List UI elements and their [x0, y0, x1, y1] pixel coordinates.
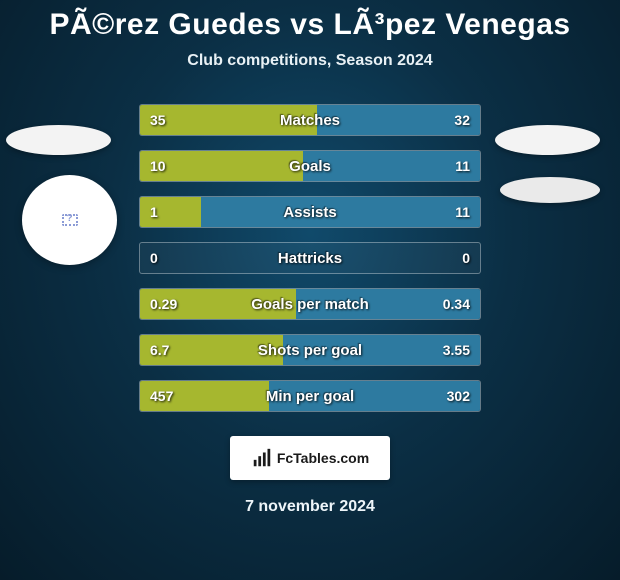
- stat-value-left: 1: [140, 197, 168, 227]
- stat-value-left: 0: [140, 243, 168, 273]
- stat-value-right: 11: [445, 197, 480, 227]
- stat-row: 35 32 Matches: [139, 104, 481, 136]
- stat-value-right: 0: [452, 243, 480, 273]
- stat-value-right: 0.34: [433, 289, 480, 319]
- stat-label: Min per goal: [266, 381, 354, 411]
- subtitle: Club competitions, Season 2024: [0, 52, 620, 70]
- stat-label: Goals: [289, 151, 331, 181]
- stat-value-right: 32: [444, 105, 480, 135]
- stat-row: 0 0 Hattricks: [139, 242, 481, 274]
- page-title: PÃ©rez Guedes vs LÃ³pez Venegas: [0, 0, 620, 42]
- stat-value-left: 10: [140, 151, 176, 181]
- stat-label: Matches: [280, 105, 340, 135]
- stat-row: 111Assists: [139, 196, 481, 228]
- stat-value-left: 6.7: [140, 335, 179, 365]
- stat-row: 10 11 Goals: [139, 150, 481, 182]
- stat-value-left: 35: [140, 105, 176, 135]
- stat-row: 6.7 3.55 Shots per goal: [139, 334, 481, 366]
- stats-container: 3532Matches1011Goals111Assists00Hattrick…: [0, 104, 620, 516]
- stat-value-right: 11: [445, 151, 480, 181]
- stat-label: Shots per goal: [258, 335, 362, 365]
- stat-label: Assists: [283, 197, 336, 227]
- brand-text: FcTables.com: [277, 450, 369, 466]
- stat-bar-right: [201, 197, 480, 227]
- stat-row: 0.29 0.34 Goals per match: [139, 288, 481, 320]
- stat-value-right: 302: [437, 381, 480, 411]
- stat-value-left: 457: [140, 381, 183, 411]
- chart-icon: [251, 447, 273, 469]
- stats-rows: 3532Matches1011Goals111Assists00Hattrick…: [139, 104, 481, 412]
- brand-badge: FcTables.com: [230, 436, 390, 480]
- stat-label: Goals per match: [251, 289, 369, 319]
- date-label: 7 november 2024: [0, 498, 620, 516]
- stat-label: Hattricks: [278, 243, 342, 273]
- stat-value-left: 0.29: [140, 289, 187, 319]
- stat-row: 457 302 Min per goal: [139, 380, 481, 412]
- stat-value-right: 3.55: [433, 335, 480, 365]
